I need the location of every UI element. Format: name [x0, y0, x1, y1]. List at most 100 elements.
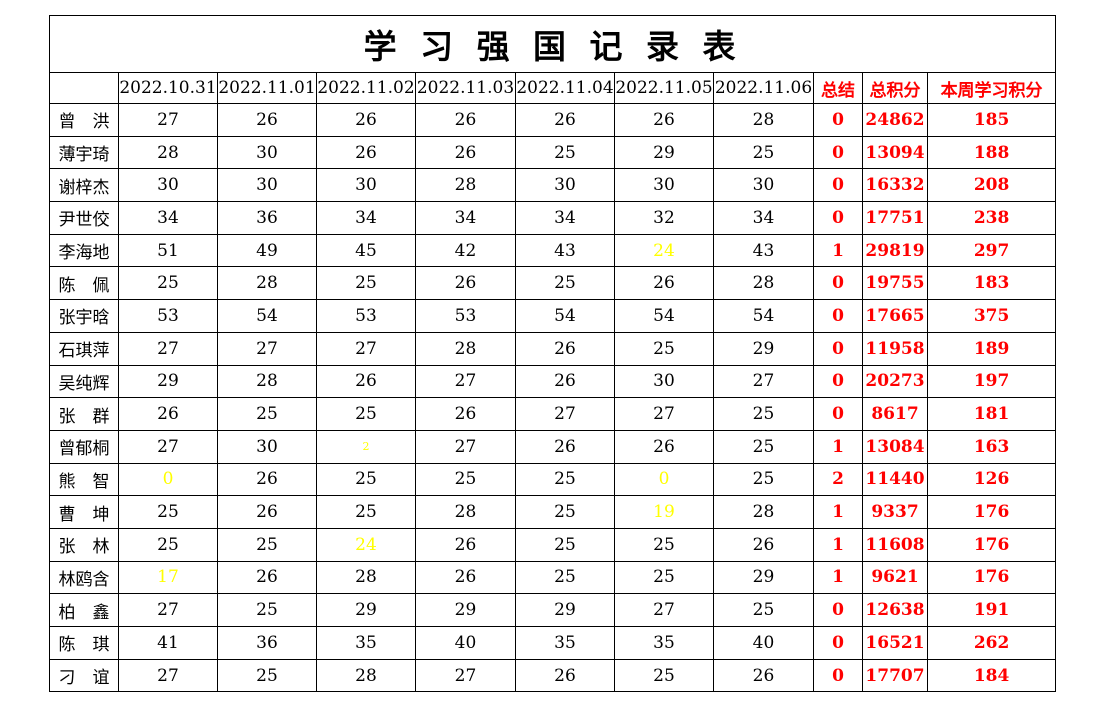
total-score-cell[interactable]: 17707	[862, 658, 928, 693]
total-score-cell[interactable]: 17751	[862, 201, 928, 235]
score-cell[interactable]: 30	[217, 429, 317, 464]
score-cell[interactable]: 26	[217, 103, 317, 137]
week-score-cell[interactable]: 183	[926, 266, 1057, 301]
score-cell[interactable]: 26	[217, 495, 317, 529]
summary-cell[interactable]: 0	[813, 201, 863, 235]
summary-cell[interactable]: 0	[813, 626, 863, 660]
score-cell[interactable]: 25	[118, 527, 218, 562]
score-cell[interactable]: 40	[713, 626, 814, 660]
name-cell[interactable]: 陈 琪	[49, 626, 119, 660]
score-cell[interactable]: 35	[614, 626, 714, 660]
name-cell[interactable]: 柏 鑫	[49, 593, 119, 627]
score-cell[interactable]: 29	[415, 593, 516, 627]
total-score-cell[interactable]: 17665	[862, 299, 928, 333]
score-cell[interactable]: 26	[515, 658, 615, 693]
score-cell[interactable]: 29	[713, 560, 814, 595]
summary-cell[interactable]: 2	[813, 462, 863, 497]
score-cell[interactable]: 28	[415, 168, 516, 203]
score-cell[interactable]: 28	[713, 103, 814, 137]
score-cell[interactable]: 45	[316, 233, 416, 268]
total-score-cell[interactable]: 9337	[862, 495, 928, 529]
score-cell[interactable]: 51	[118, 233, 218, 268]
summary-cell[interactable]: 0	[813, 397, 863, 431]
name-cell[interactable]: 陈 佩	[49, 266, 119, 301]
week-score-cell[interactable]: 181	[926, 397, 1057, 431]
score-cell[interactable]: 27	[217, 331, 317, 366]
date-header-cell[interactable]: 2022.11.05	[614, 72, 714, 104]
name-cell[interactable]: 曹 坤	[49, 495, 119, 529]
score-cell[interactable]: 25	[713, 593, 814, 627]
name-cell[interactable]: 谢梓杰	[49, 168, 119, 203]
score-cell[interactable]: 27	[118, 331, 218, 366]
score-cell[interactable]: 25	[614, 658, 714, 693]
score-cell[interactable]: 29	[515, 593, 615, 627]
highlighted-score-cell[interactable]: 19	[614, 495, 714, 529]
score-cell[interactable]: 30	[614, 364, 714, 399]
week-score-cell[interactable]: 188	[926, 135, 1057, 170]
score-cell[interactable]: 27	[614, 397, 714, 431]
score-cell[interactable]: 29	[118, 364, 218, 399]
score-cell[interactable]: 32	[614, 201, 714, 235]
score-cell[interactable]: 28	[713, 266, 814, 301]
date-header-cell[interactable]: 2022.10.31	[118, 72, 218, 104]
score-cell[interactable]: 26	[316, 135, 416, 170]
score-cell[interactable]: 34	[515, 201, 615, 235]
score-cell[interactable]: 27	[415, 658, 516, 693]
score-cell[interactable]: 30	[217, 135, 317, 170]
date-header-cell[interactable]: 2022.11.01	[217, 72, 317, 104]
score-cell[interactable]: 43	[713, 233, 814, 268]
summary-cell[interactable]: 0	[813, 103, 863, 137]
score-cell[interactable]: 26	[118, 397, 218, 431]
total-score-cell[interactable]: 11440	[862, 462, 928, 497]
summary-cell[interactable]: 0	[813, 135, 863, 170]
score-cell[interactable]: 25	[515, 266, 615, 301]
score-cell[interactable]: 30	[614, 168, 714, 203]
score-cell[interactable]: 25	[614, 560, 714, 595]
highlighted-score-cell[interactable]: 2	[316, 429, 416, 464]
score-cell[interactable]: 26	[713, 527, 814, 562]
name-cell[interactable]: 张 林	[49, 527, 119, 562]
score-cell[interactable]: 27	[118, 429, 218, 464]
summary-cell[interactable]: 1	[813, 527, 863, 562]
score-cell[interactable]: 28	[415, 495, 516, 529]
name-cell[interactable]: 刁 谊	[49, 658, 119, 693]
name-cell[interactable]: 张 群	[49, 397, 119, 431]
score-cell[interactable]: 25	[118, 495, 218, 529]
week-score-cell[interactable]: 163	[926, 429, 1057, 464]
name-cell[interactable]: 林鸥含	[49, 560, 119, 595]
score-cell[interactable]: 25	[217, 397, 317, 431]
score-cell[interactable]: 54	[713, 299, 814, 333]
score-cell[interactable]: 42	[415, 233, 516, 268]
score-cell[interactable]: 34	[415, 201, 516, 235]
total-score-cell[interactable]: 9621	[862, 560, 928, 595]
score-cell[interactable]: 26	[316, 103, 416, 137]
score-cell[interactable]: 28	[713, 495, 814, 529]
score-cell[interactable]: 25	[316, 462, 416, 497]
name-cell[interactable]: 张宇晗	[49, 299, 119, 333]
score-cell[interactable]: 41	[118, 626, 218, 660]
name-cell[interactable]: 吴纯辉	[49, 364, 119, 399]
score-cell[interactable]: 27	[515, 397, 615, 431]
week-score-cell[interactable]: 208	[926, 168, 1057, 203]
score-cell[interactable]: 26	[316, 364, 416, 399]
summary-cell[interactable]: 0	[813, 331, 863, 366]
score-cell[interactable]: 25	[515, 462, 615, 497]
week-score-cell[interactable]: 126	[926, 462, 1057, 497]
score-cell[interactable]: 26	[415, 266, 516, 301]
score-cell[interactable]: 36	[217, 201, 317, 235]
summary-cell[interactable]: 1	[813, 560, 863, 595]
score-cell[interactable]: 25	[713, 462, 814, 497]
week-score-cell[interactable]: 176	[926, 527, 1057, 562]
score-cell[interactable]: 26	[217, 560, 317, 595]
summary-cell[interactable]: 1	[813, 233, 863, 268]
total-score-cell[interactable]: 24862	[862, 103, 928, 137]
score-cell[interactable]: 35	[316, 626, 416, 660]
week-score-cell[interactable]: 262	[926, 626, 1057, 660]
week-score-cell[interactable]: 185	[926, 103, 1057, 137]
score-cell[interactable]: 27	[415, 364, 516, 399]
total-score-cell[interactable]: 11608	[862, 527, 928, 562]
highlighted-score-cell[interactable]: 17	[118, 560, 218, 595]
score-cell[interactable]: 53	[316, 299, 416, 333]
total-score-cell[interactable]: 8617	[862, 397, 928, 431]
score-cell[interactable]: 53	[118, 299, 218, 333]
